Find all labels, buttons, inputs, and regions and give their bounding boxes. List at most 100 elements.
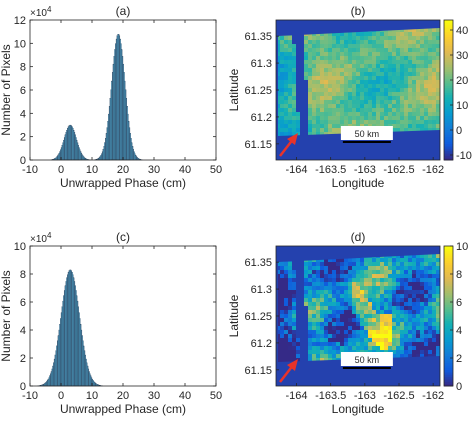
- map-cell: [324, 52, 328, 56]
- colorbar-tick-label: 2: [456, 353, 462, 365]
- map-cell: [436, 314, 440, 318]
- map-cell: [278, 322, 280, 326]
- map-cell: [328, 36, 332, 40]
- y-axis-label: Number of Pixels: [0, 270, 13, 361]
- map-cell: [278, 350, 280, 354]
- map-cell: [364, 72, 368, 76]
- map-cell: [344, 112, 348, 116]
- map-cell: [340, 36, 344, 40]
- map-cell: [288, 350, 292, 354]
- colorbar-swatch: [444, 276, 453, 280]
- map-cell: [304, 72, 308, 76]
- map-cell: [424, 354, 428, 358]
- map-cell: [384, 310, 388, 314]
- map-cell: [372, 36, 376, 40]
- map-cell: [356, 262, 360, 266]
- map-cell: [376, 310, 380, 314]
- map-cell: [324, 350, 328, 354]
- map-cell: [340, 278, 344, 282]
- map-cell: [336, 286, 340, 290]
- map-cell: [300, 318, 304, 322]
- map-cell: [396, 350, 400, 354]
- map-cell: [372, 84, 376, 88]
- map-cell: [348, 346, 352, 350]
- map-cell: [408, 282, 412, 286]
- map-cell: [388, 270, 392, 274]
- colorbar-swatch: [444, 129, 453, 133]
- map-cell: [356, 266, 360, 270]
- map-cell: [336, 32, 340, 36]
- map-cell: [412, 282, 416, 286]
- map-cell: [292, 354, 296, 358]
- map-cell: [392, 108, 396, 112]
- map-cell: [336, 100, 340, 104]
- map-cell: [320, 286, 324, 290]
- map-cell: [388, 318, 392, 322]
- map-cell: [304, 274, 308, 278]
- map-cell: [284, 286, 288, 290]
- map-cell: [420, 124, 424, 128]
- map-cell: [412, 116, 416, 120]
- map-cell: [436, 258, 440, 262]
- map-cell: [352, 96, 356, 100]
- map-cell: [360, 100, 364, 104]
- y-tick-label: 8: [20, 269, 26, 281]
- map-cell: [304, 100, 308, 104]
- y-tick-label: 61.35: [244, 31, 272, 43]
- map-cell: [428, 310, 432, 314]
- map-cell: [328, 270, 332, 274]
- colorbar-tick-label: 30: [456, 50, 468, 62]
- map-cell: [308, 68, 312, 72]
- map-cell: [420, 52, 424, 56]
- map-cell: [316, 36, 320, 40]
- map-cell: [404, 298, 408, 302]
- map-cell: [280, 338, 284, 342]
- map-cell: [308, 84, 312, 88]
- map-cell: [436, 310, 440, 314]
- colorbar-swatch: [444, 148, 453, 152]
- map-cell: [380, 278, 384, 282]
- map-cell: [432, 68, 436, 72]
- map-cell: [408, 330, 412, 334]
- map-cell: [388, 68, 392, 72]
- map-cell: [424, 302, 428, 306]
- map-cell: [328, 338, 332, 342]
- map-cell: [412, 322, 416, 326]
- map-cell: [384, 342, 388, 346]
- map-cell: [388, 342, 392, 346]
- map-cell: [364, 44, 368, 48]
- map-cell: [412, 56, 416, 60]
- map-cell: [332, 338, 336, 342]
- map-cell: [356, 282, 360, 286]
- map-cell: [292, 338, 296, 342]
- map-cell: [376, 330, 380, 334]
- map-cell: [420, 318, 424, 322]
- map-cell: [288, 128, 292, 132]
- map-cell: [284, 132, 288, 136]
- map-cell: [436, 290, 440, 294]
- map-cell: [400, 40, 404, 44]
- map-cell: [432, 326, 436, 330]
- map-cell: [352, 48, 356, 52]
- map-cell: [296, 278, 300, 282]
- map-cell: [380, 32, 384, 36]
- map-cell: [352, 56, 356, 60]
- map-cell: [360, 258, 364, 262]
- map-cell: [428, 120, 432, 124]
- map-cell: [316, 274, 320, 278]
- map-cell: [416, 60, 420, 64]
- map-cell: [340, 270, 344, 274]
- map-cell: [320, 124, 324, 128]
- map-cell: [412, 318, 416, 322]
- map-cell: [372, 76, 376, 80]
- map-cell: [396, 318, 400, 322]
- map-cell: [392, 326, 396, 330]
- map-cell: [420, 310, 424, 314]
- map-cell: [340, 322, 344, 326]
- colorbar-swatch: [444, 358, 453, 361]
- map-cell: [400, 112, 404, 116]
- map-cell: [432, 294, 436, 298]
- map-cell: [320, 92, 324, 96]
- map-cell: [364, 262, 368, 266]
- colorbar-swatch: [444, 246, 453, 249]
